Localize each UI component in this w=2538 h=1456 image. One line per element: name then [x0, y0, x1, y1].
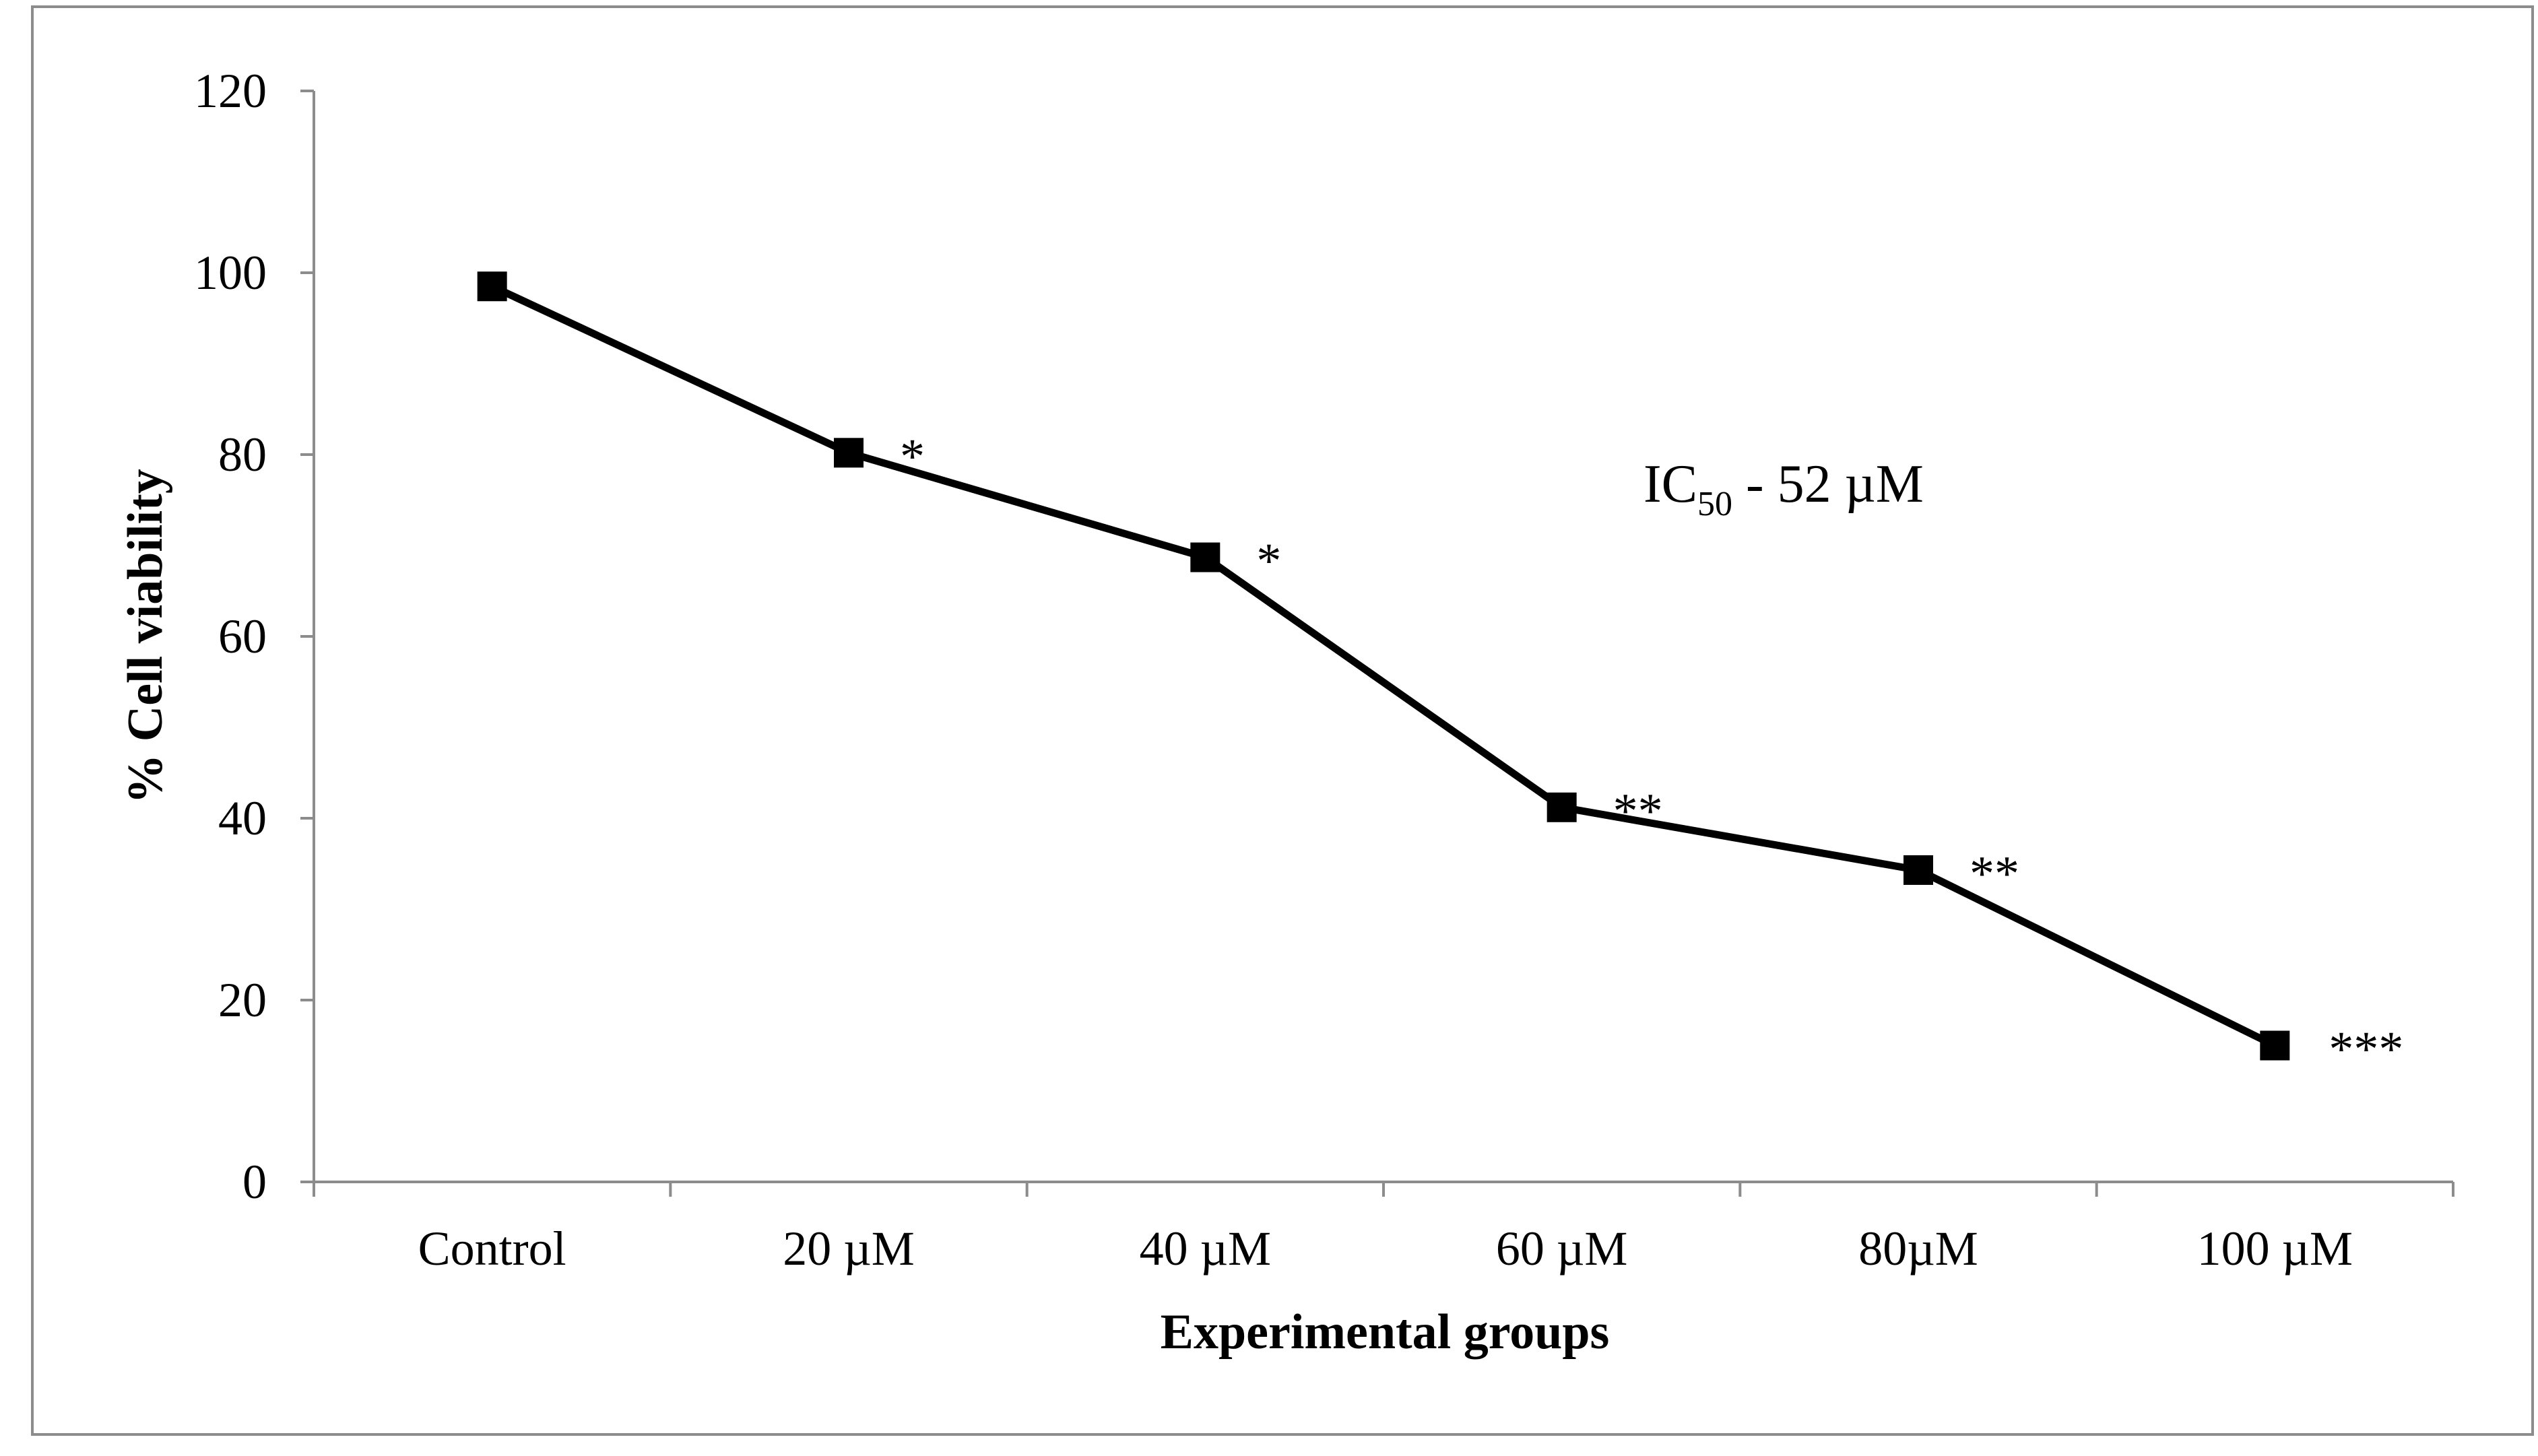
ic50-subscript: 50 [1697, 485, 1732, 523]
x-tick-label: 20 µM [783, 1222, 915, 1276]
y-ticks: 0 20 40 60 80 100 120 [194, 64, 314, 1209]
ic50-suffix: - 52 µM [1732, 455, 1924, 514]
x-ticks: Control 20 µM 40 µM 60 µM 80µM 100 µM [313, 1182, 2454, 1276]
x-tick-label: 80µM [1858, 1222, 1978, 1276]
ic50-prefix: IC [1644, 455, 1697, 514]
significance-label: ** [1613, 784, 1663, 839]
data-point [1190, 542, 1221, 572]
y-tick-label: 100 [194, 246, 267, 300]
significance-label: ** [1970, 847, 2019, 902]
x-tick-label: 100 µM [2197, 1222, 2353, 1276]
y-tick-label: 40 [218, 791, 267, 845]
y-tick-label: 120 [194, 64, 267, 118]
data-point [1904, 855, 1933, 885]
x-tick-label: 60 µM [1496, 1222, 1628, 1276]
y-tick-label: 80 [218, 428, 267, 482]
series-line [490, 283, 2277, 1049]
y-tick-label: 20 [218, 973, 267, 1027]
data-point [2260, 1030, 2290, 1061]
data-markers [477, 271, 2290, 1061]
data-point [477, 271, 507, 302]
significance-label: * [1256, 534, 1281, 589]
chart-frame [31, 5, 2534, 1436]
significance-labels: ********* [900, 429, 2403, 1077]
x-tick-label: 40 µM [1140, 1222, 1272, 1276]
y-axis-title: % Cell viability [118, 469, 173, 803]
data-point [834, 438, 864, 468]
y-tick-label: 60 [218, 609, 267, 663]
y-tick-label: 0 [242, 1155, 267, 1209]
significance-label: *** [2329, 1022, 2403, 1078]
ic50-annotation: IC50 - 52 µM [1644, 455, 1924, 523]
data-point [1547, 792, 1577, 822]
x-axis-title: Experimental groups [1161, 1304, 1610, 1360]
significance-label: * [900, 429, 925, 484]
x-tick-label: Control [418, 1222, 566, 1276]
